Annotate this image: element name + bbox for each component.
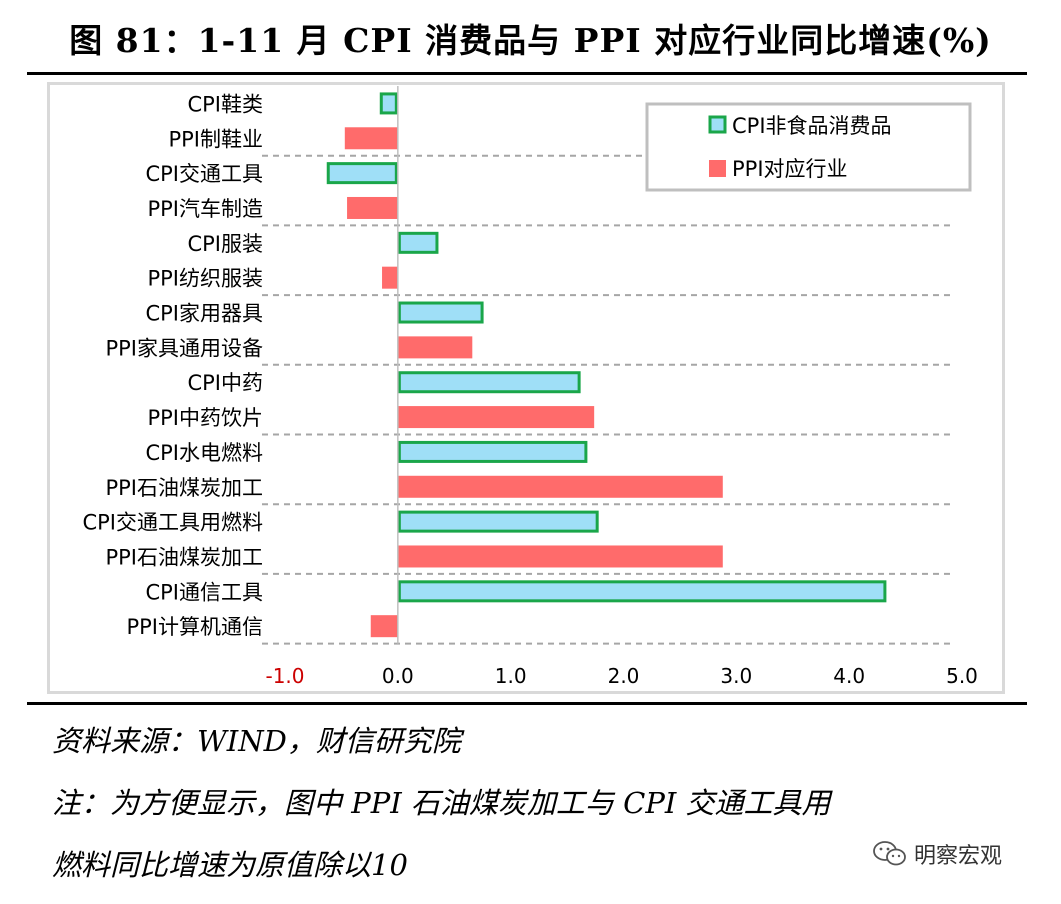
wechat-icon	[873, 841, 906, 866]
watermark: 明察宏观	[872, 838, 1002, 870]
x-tick-label: 3.0	[720, 664, 752, 688]
chart-title: 图 81：1-11 月 CPI 消费品与 PPI 对应行业同比增速(%)	[69, 21, 992, 60]
x-tick-label: 5.0	[946, 664, 978, 688]
cpi-bar	[397, 440, 588, 463]
x-tick-label: 4.0	[833, 664, 865, 688]
category-label: CPI家用器具	[145, 302, 263, 326]
ppi-bar	[397, 406, 595, 429]
cpi-bar	[397, 371, 581, 394]
bottom-rule	[27, 702, 1027, 705]
cpi-bar	[397, 510, 599, 533]
watermark-text: 明察宏观	[914, 844, 1003, 869]
footnote-line-2: 燃料同比增速为原值除以10	[52, 848, 408, 882]
category-label: PPI制鞋业	[168, 127, 263, 151]
legend-swatch-ppi	[709, 160, 726, 177]
chart-frame	[47, 82, 1005, 694]
ppi-bar	[397, 545, 723, 568]
ppi-bar	[382, 266, 398, 289]
category-label: PPI计算机通信	[126, 615, 263, 639]
ppi-bar	[344, 127, 398, 150]
category-label: PPI家具通用设备	[105, 336, 263, 360]
ppi-bar	[370, 615, 398, 638]
category-label: PPI石油煤炭加工	[105, 476, 263, 500]
cpi-bar	[379, 92, 398, 115]
x-tick-label: 0.0	[382, 664, 414, 688]
footnote-line-1: 注：为方便显示，图中 PPI 石油煤炭加工与 CPI 交通工具用	[52, 786, 831, 820]
x-tick-label: 1.0	[495, 664, 527, 688]
cpi-bar	[326, 162, 398, 185]
category-label: CPI服装	[187, 232, 263, 256]
top-rule	[27, 72, 1027, 75]
category-label: PPI纺织服装	[147, 267, 263, 291]
ppi-bar	[397, 336, 473, 359]
cpi-bar	[397, 301, 484, 324]
category-label: CPI鞋类	[187, 92, 263, 116]
category-label: CPI通信工具	[145, 580, 263, 604]
category-label: CPI交通工具	[145, 162, 263, 186]
category-label: PPI汽车制造	[147, 197, 263, 221]
ppi-bar	[347, 196, 398, 219]
cpi-bar	[397, 231, 439, 254]
legend-label-ppi: PPI对应行业	[732, 157, 848, 181]
legend-box	[645, 102, 972, 192]
category-label: CPI水电燃料	[145, 441, 263, 465]
x-tick-label: -1.0	[265, 664, 304, 688]
category-label: CPI交通工具用燃料	[82, 511, 263, 535]
legend-label-cpi: CPI非食品消费品	[732, 114, 892, 138]
category-label: CPI中药	[187, 371, 263, 395]
category-label: PPI中药饮片	[147, 406, 263, 430]
category-label: PPI石油煤炭加工	[105, 545, 263, 569]
source-note: 资料来源：WIND，财信研究院	[52, 724, 461, 758]
legend-swatch-cpi	[708, 115, 727, 134]
ppi-bar	[397, 475, 723, 498]
cpi-bar	[397, 580, 887, 603]
x-tick-label: 2.0	[608, 664, 640, 688]
